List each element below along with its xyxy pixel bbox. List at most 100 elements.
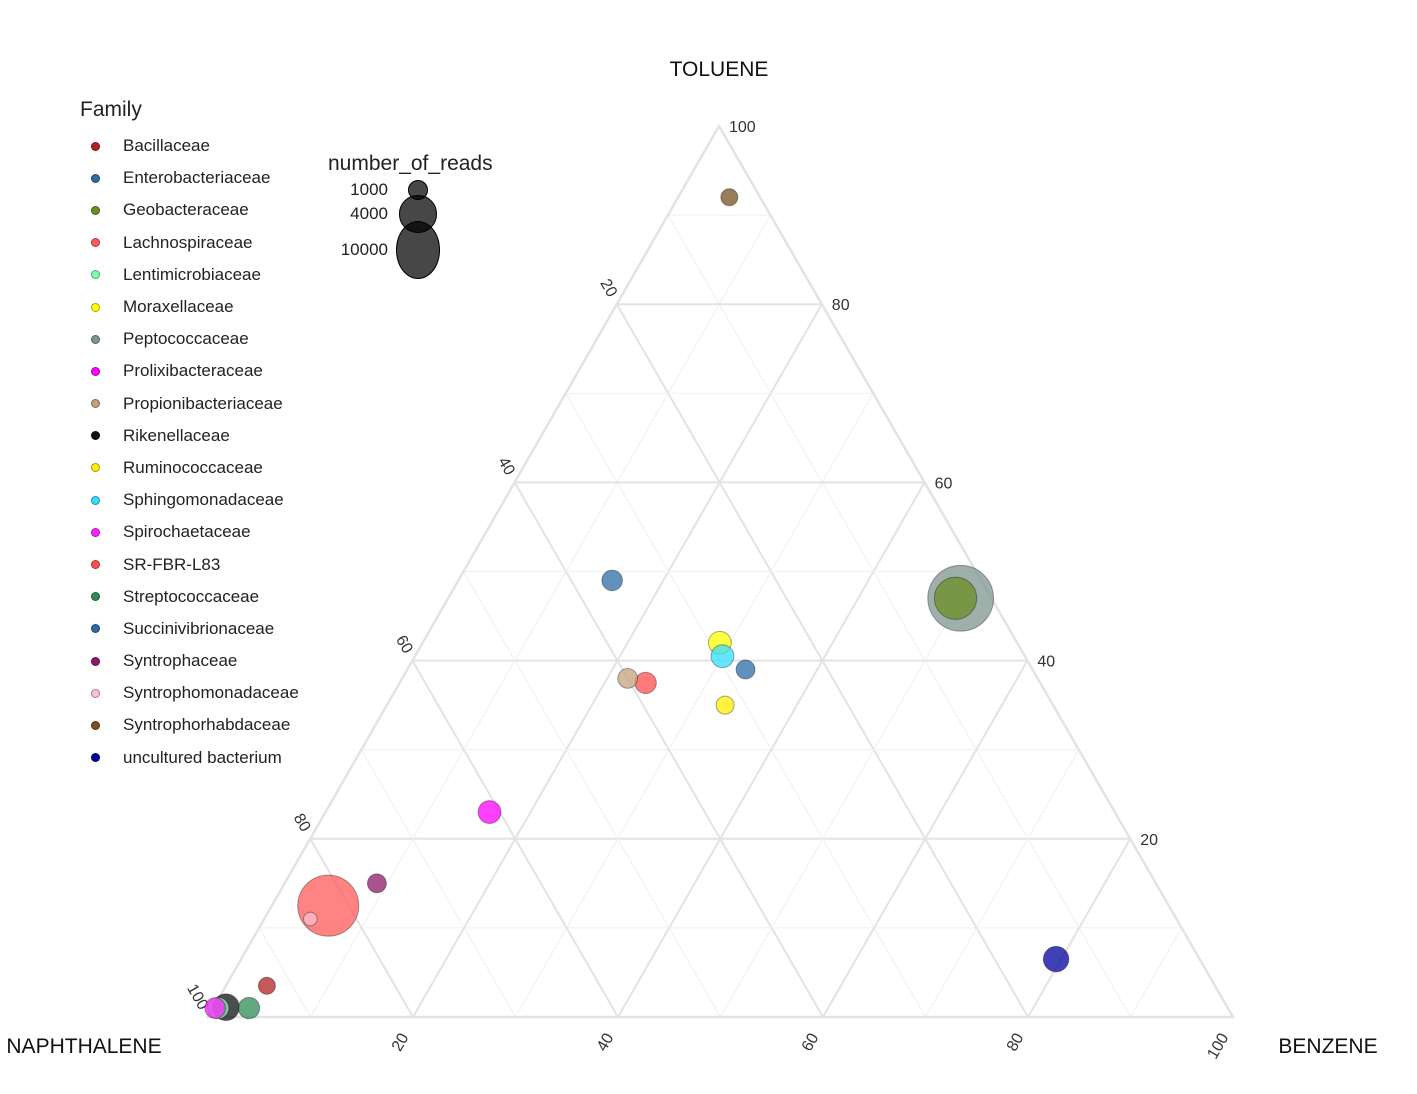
- legend-swatch: [91, 431, 100, 441]
- legend-swatch: [91, 302, 100, 312]
- tick-label-naphthalene: 80: [290, 811, 314, 835]
- data-point: [237, 996, 261, 1020]
- size-legend-label: 1000: [350, 180, 388, 199]
- legend-item: Rikenellaceae: [80, 420, 299, 452]
- tick-label-toluene: 100: [729, 119, 756, 136]
- size-legend: number_of_reads 1000 4000 10000: [328, 152, 493, 279]
- legend-item: Sphingomonadaceae: [80, 484, 299, 516]
- tick-label-benzene: 80: [1004, 1030, 1028, 1054]
- legend-swatch: [91, 720, 100, 730]
- legend-item: Syntrophomonadaceae: [80, 677, 299, 709]
- legend-label: Enterobacteriaceae: [123, 168, 271, 188]
- grid-line-benzene: [515, 393, 874, 1018]
- family-legend-title: Family: [80, 98, 142, 121]
- legend-item: Peptococcaceae: [80, 323, 299, 355]
- tick-label-toluene: 60: [935, 475, 953, 492]
- legend-item: Enterobacteriaceae: [80, 162, 299, 194]
- grid-line-naphthalene: [411, 660, 619, 1018]
- legend-label: Spirochaetaceae: [123, 522, 251, 542]
- size-legend-cell: [396, 221, 440, 279]
- legend-swatch: [91, 205, 100, 215]
- legend-item: Moraxellaceae: [80, 291, 299, 323]
- tick-label-benzene: 100: [1204, 1030, 1232, 1062]
- legend-item: Prolixibacteraceae: [80, 355, 299, 387]
- legend-item: Streptococcaceae: [80, 581, 299, 613]
- tick-label-benzene: 20: [389, 1030, 413, 1054]
- data-point: [477, 800, 502, 824]
- legend-swatch: [91, 238, 100, 248]
- legend-item: Syntrophaceae: [80, 645, 299, 677]
- axis-title-top: TOLUENE: [670, 58, 769, 81]
- legend-label: Succinivibrionaceae: [123, 618, 275, 638]
- legend-item: Propionibacteriaceae: [80, 388, 299, 420]
- size-legend-swatch: [396, 221, 440, 279]
- grid-line-benzene: [1027, 838, 1132, 1018]
- grid-line-naphthalene: [463, 571, 721, 1018]
- legend-swatch: [91, 463, 100, 473]
- legend-item: Succinivibrionaceae: [80, 613, 299, 645]
- legend-swatch: [91, 560, 100, 570]
- legend-item: Bacillaceae: [80, 130, 299, 162]
- data-point: [303, 911, 318, 927]
- data-point: [297, 874, 360, 937]
- legend-swatch: [91, 495, 100, 505]
- data-point: [366, 873, 387, 894]
- data-point: [634, 671, 657, 695]
- legend-swatch: [91, 141, 100, 151]
- legend-label: Bacillaceae: [123, 136, 210, 156]
- legend-label: Streptococcaceae: [123, 586, 260, 606]
- legend-item: SR-FBR-L83: [80, 548, 299, 580]
- legend-item: Syntrophorhabdaceae: [80, 709, 299, 741]
- legend-swatch: [91, 399, 100, 409]
- size-legend-item: 10000: [328, 221, 493, 279]
- legend-label: uncultured bacterium: [123, 747, 282, 767]
- legend-label: Syntrophaceae: [123, 651, 238, 671]
- legend-label: Propionibacteriaceae: [123, 393, 283, 413]
- data-point: [1042, 945, 1070, 973]
- tick-label-toluene: 80: [832, 297, 850, 314]
- grid-line-naphthalene: [258, 927, 311, 1018]
- legend-label: Syntrophorhabdaceae: [123, 715, 291, 735]
- legend-label: Syntrophomonadaceae: [123, 683, 299, 703]
- size-legend-title: number_of_reads: [328, 152, 493, 175]
- grid-line-benzene: [310, 214, 771, 1018]
- legend-item: Lachnospiraceae: [80, 227, 299, 259]
- legend-item: Ruminococcaceae: [80, 452, 299, 484]
- legend-label: Ruminococcaceae: [123, 457, 263, 477]
- grid-line-benzene: [720, 571, 977, 1018]
- grid-line-naphthalene: [565, 393, 926, 1018]
- data-point: [735, 659, 756, 680]
- grid-line-benzene: [822, 660, 1029, 1018]
- size-legend-item: 1000: [328, 179, 493, 201]
- tick-label-naphthalene: 40: [494, 454, 518, 478]
- size-legend-label: 4000: [350, 204, 388, 223]
- data-point: [720, 188, 739, 207]
- tick-label-benzene: 60: [799, 1030, 823, 1054]
- legend-label: SR-FBR-L83: [123, 554, 221, 574]
- legend-swatch: [91, 688, 100, 698]
- legend-swatch: [91, 270, 100, 280]
- legend-item: Geobacteraceae: [80, 194, 299, 226]
- axis-title-right: BENZENE: [1278, 1035, 1377, 1058]
- data-point: [933, 576, 978, 620]
- legend-label: Lentimicrobiaceae: [123, 264, 261, 284]
- legend-swatch: [91, 656, 100, 666]
- tick-label-benzene: 40: [594, 1030, 618, 1054]
- data-point: [617, 668, 639, 689]
- legend-label: Geobacteraceae: [123, 200, 249, 220]
- size-legend-label: 10000: [340, 240, 388, 259]
- family-legend-items: Bacillaceae Enterobacteriaceae Geobacterac…: [80, 130, 299, 774]
- size-legend-items: 1000 4000 10000: [328, 179, 493, 279]
- grid-line-benzene: [1130, 927, 1183, 1018]
- legend-swatch: [91, 366, 100, 376]
- legend-swatch: [91, 624, 100, 634]
- legend-item: uncultured bacterium: [80, 742, 299, 774]
- data-point: [601, 569, 623, 592]
- tick-label-naphthalene: 20: [596, 276, 620, 300]
- legend-swatch: [91, 173, 100, 183]
- grid-line-benzene: [925, 749, 1080, 1018]
- grid-line-naphthalene: [360, 749, 516, 1018]
- legend-swatch: [91, 753, 100, 763]
